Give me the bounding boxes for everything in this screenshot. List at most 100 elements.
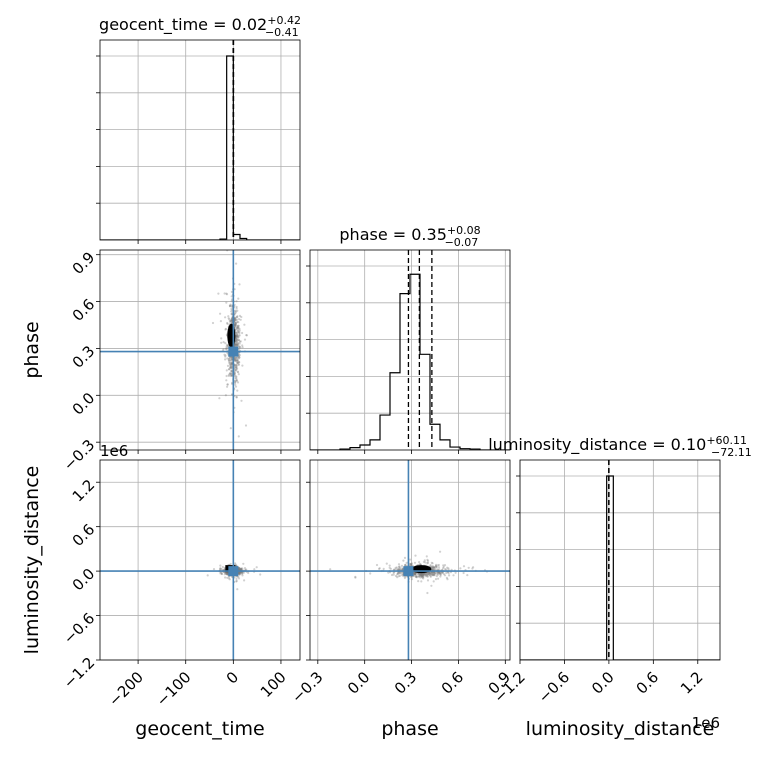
sample-point xyxy=(238,334,241,337)
sample-point xyxy=(234,322,237,326)
sample-point xyxy=(238,329,241,332)
sample-point xyxy=(238,566,241,570)
sample-point xyxy=(398,567,401,570)
sample-point xyxy=(414,572,417,575)
sample-point xyxy=(233,324,236,327)
sample-point xyxy=(419,563,422,566)
sample-point xyxy=(227,315,230,318)
sample-point xyxy=(240,399,243,402)
sample-point xyxy=(234,385,238,388)
sample-point xyxy=(228,320,231,323)
sample-point xyxy=(439,573,442,576)
sample-point xyxy=(234,358,237,362)
sample-point xyxy=(236,325,239,328)
sample-point xyxy=(224,327,228,330)
sample-point xyxy=(431,572,435,575)
sample-point xyxy=(354,575,357,579)
sample-point xyxy=(234,375,237,378)
sample-point xyxy=(228,359,231,362)
sample-point xyxy=(241,571,244,574)
sample-point xyxy=(398,571,401,574)
sample-point xyxy=(421,575,424,578)
sample-point xyxy=(223,353,226,356)
sample-point xyxy=(428,571,431,574)
sample-point xyxy=(235,331,238,334)
sample-point xyxy=(240,568,243,571)
sample-point xyxy=(229,374,232,378)
sample-point xyxy=(430,561,433,564)
sample-point xyxy=(425,572,428,575)
sample-point xyxy=(422,577,425,580)
sample-point xyxy=(439,572,442,575)
sample-point xyxy=(434,578,438,581)
sample-point xyxy=(224,358,227,361)
sample-point xyxy=(229,562,232,566)
sample-point xyxy=(237,334,240,337)
sample-point xyxy=(211,321,215,325)
sample-point xyxy=(238,283,241,286)
sample-point xyxy=(431,566,434,570)
x-axis-label-geocent_time: geocent_time xyxy=(135,718,264,740)
sample-point xyxy=(238,572,241,575)
sample-point xyxy=(238,354,241,357)
sample-point xyxy=(237,338,240,342)
truth-marker xyxy=(403,566,414,577)
sample-point xyxy=(238,356,241,359)
sample-point xyxy=(235,356,238,360)
sample-point xyxy=(414,572,417,576)
sample-point xyxy=(400,572,403,575)
sample-point xyxy=(238,572,241,575)
sample-point xyxy=(235,580,238,583)
sample-point xyxy=(433,566,436,569)
panel-frame xyxy=(519,459,721,661)
sample-point xyxy=(230,370,233,373)
sample-point xyxy=(417,580,420,583)
sample-point xyxy=(432,566,435,569)
sample-point xyxy=(382,567,385,571)
sample-point xyxy=(219,572,222,575)
sample-point xyxy=(235,338,238,341)
sample-point xyxy=(428,572,431,575)
sample-point xyxy=(229,372,232,375)
sample-point xyxy=(236,330,240,334)
sample-point xyxy=(442,564,445,567)
sample-point xyxy=(234,358,237,362)
sample-point xyxy=(230,366,233,369)
sample-point xyxy=(238,568,241,571)
sample-point xyxy=(234,309,237,312)
sample-point xyxy=(236,370,239,373)
sample-point xyxy=(437,571,440,574)
sample-point xyxy=(442,567,445,570)
sample-point xyxy=(234,562,237,565)
sample-point xyxy=(219,564,222,567)
sample-point xyxy=(243,323,246,326)
sample-point xyxy=(419,572,422,576)
sample-point xyxy=(422,573,425,577)
sample-point xyxy=(230,307,233,311)
x-tick-label-luminosity_distance: 0.6 xyxy=(633,668,663,698)
sample-point xyxy=(424,575,428,578)
sample-point xyxy=(235,365,238,368)
sample-point xyxy=(230,358,233,361)
sample-point xyxy=(426,575,429,578)
sample-point xyxy=(219,567,222,570)
sample-point xyxy=(245,568,248,571)
sample-point xyxy=(378,567,381,571)
sample-point xyxy=(236,325,239,328)
sample-point xyxy=(230,317,233,320)
sample-point xyxy=(230,356,233,359)
sample-point xyxy=(413,561,417,564)
sample-point xyxy=(233,357,236,360)
sample-point xyxy=(436,573,439,576)
sample-point xyxy=(394,566,397,569)
sample-point xyxy=(438,572,441,575)
sample-point xyxy=(435,566,438,569)
sample-point xyxy=(234,328,237,331)
sample-point xyxy=(417,575,420,578)
x-tick-label-luminosity_distance: 1.2 xyxy=(677,668,707,698)
hist-title-luminosity_distance: luminosity_distance = 0.10+60.11 −72.11 xyxy=(488,434,752,459)
sample-point xyxy=(399,568,402,571)
sample-point xyxy=(238,573,241,576)
sample-point xyxy=(419,575,422,578)
sample-point xyxy=(235,262,238,265)
